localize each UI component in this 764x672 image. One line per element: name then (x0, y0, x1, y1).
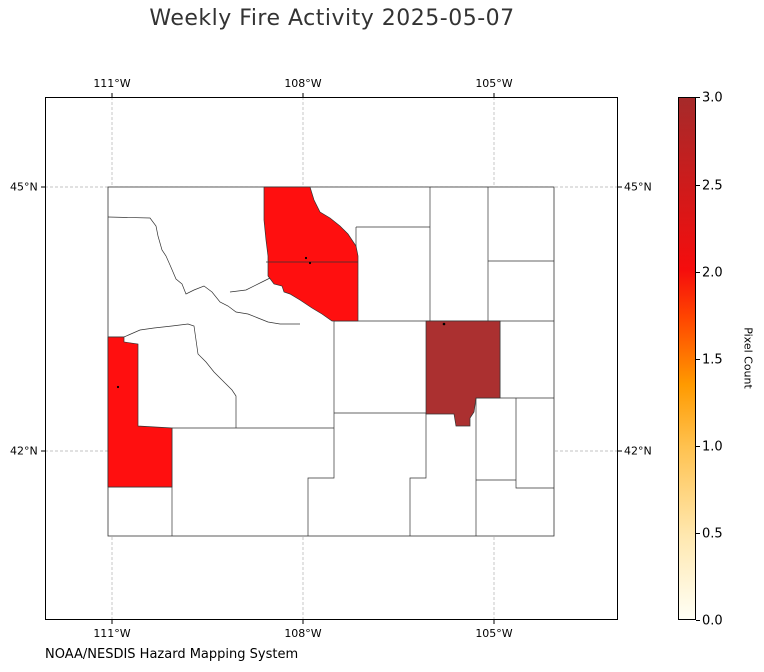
colorbar-label: Pixel Count (741, 327, 755, 389)
lon-tick-top: 108°W (284, 77, 322, 90)
map-frame (45, 97, 618, 620)
fire-point (116, 385, 120, 389)
county-boundaries (107, 187, 554, 536)
county-fill-lincoln (107, 336, 173, 488)
colorbar-tick-label: 2.5 (702, 178, 723, 194)
map-title: Weekly Fire Activity 2025-05-07 (149, 6, 515, 31)
colorbar-tickmark (696, 533, 700, 534)
colorbar-tick-label: 0.0 (702, 613, 723, 629)
fire-point (308, 261, 312, 265)
colorbar-tick-label: 2.0 (702, 265, 723, 281)
data-source-credit: NOAA/NESDIS Hazard Mapping System (45, 647, 299, 662)
lon-tick-top: 105°W (475, 77, 513, 90)
colorbar-tickmark (696, 620, 700, 621)
county-fill-bighorn (263, 186, 359, 322)
colorbar (678, 97, 696, 620)
colorbar-gradient (678, 97, 696, 620)
colorbar-tickmark (696, 185, 700, 186)
colorbar-tickmark (696, 446, 700, 447)
lon-tick-top: 111°W (93, 77, 131, 90)
county-line (409, 413, 427, 536)
county-line (108, 323, 237, 428)
lon-tick-bottom: 105°W (475, 627, 513, 640)
colorbar-tick-label: 0.5 (702, 526, 723, 542)
colorbar-tickmark (696, 359, 700, 360)
lat-tick-right: 42°N (624, 444, 652, 458)
colorbar-tick-label: 3.0 (702, 90, 723, 106)
colorbar-tickmark (696, 272, 700, 273)
fire-point (442, 322, 446, 326)
lon-tick-bottom: 108°W (284, 627, 322, 640)
county-line (107, 216, 300, 325)
lat-tick-left: 42°N (10, 444, 38, 458)
county-line (515, 398, 554, 489)
fire-point (304, 256, 308, 260)
fire-points (116, 256, 446, 389)
lon-tick-bottom: 111°W (93, 627, 131, 640)
colorbar-tick-label: 1.0 (702, 439, 723, 455)
county-fill-converse (425, 320, 501, 427)
county-line (307, 428, 335, 536)
colorbar-tickmark (696, 97, 700, 98)
colorbar-tick-label: 1.5 (702, 352, 723, 368)
lat-tick-left: 45°N (10, 180, 38, 194)
lat-tick-right: 45°N (624, 180, 652, 194)
